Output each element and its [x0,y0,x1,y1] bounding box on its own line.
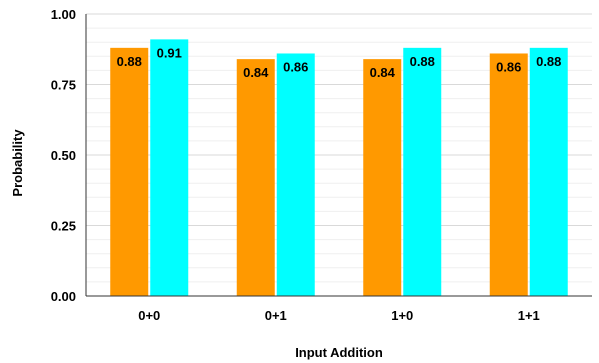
bar-value-label: 0.86 [496,59,521,74]
x-axis-title: Input Addition [295,345,383,360]
bar [150,39,189,296]
bar-value-label: 0.91 [157,45,182,60]
bar [529,47,568,297]
y-axis-ticks: 0.00 0.25 0.50 0.75 1.00 [51,7,76,304]
bar [403,47,442,297]
bar-value-label: 0.86 [283,59,308,74]
y-tick-label: 0.25 [51,219,76,234]
y-tick-label: 1.00 [51,7,76,22]
bar-value-label: 0.88 [410,54,435,69]
x-tick-label: 1+1 [518,308,540,323]
bar-value-label: 0.88 [117,54,142,69]
y-tick-label: 0.50 [51,148,76,163]
bar-value-label: 0.84 [243,65,269,80]
x-tick-label: 1+0 [391,308,413,323]
bar-value-label: 0.88 [536,54,561,69]
x-tick-label: 0+0 [138,308,160,323]
x-axis-ticks: 0+0 0+1 1+0 1+1 [138,308,540,323]
y-axis-title: Probability [10,129,25,197]
x-tick-label: 0+1 [265,308,287,323]
data-labels: 0.88 0.91 0.84 0.86 0.84 0.88 0.86 0.88 [117,45,562,80]
y-tick-label: 0.75 [51,78,76,93]
bar-value-label: 0.84 [370,65,396,80]
bar [489,53,528,297]
bar [236,59,275,297]
bar [363,59,402,297]
bar [110,47,149,297]
bars [110,39,568,297]
y-tick-label: 0.00 [51,289,76,304]
bar [276,53,315,297]
